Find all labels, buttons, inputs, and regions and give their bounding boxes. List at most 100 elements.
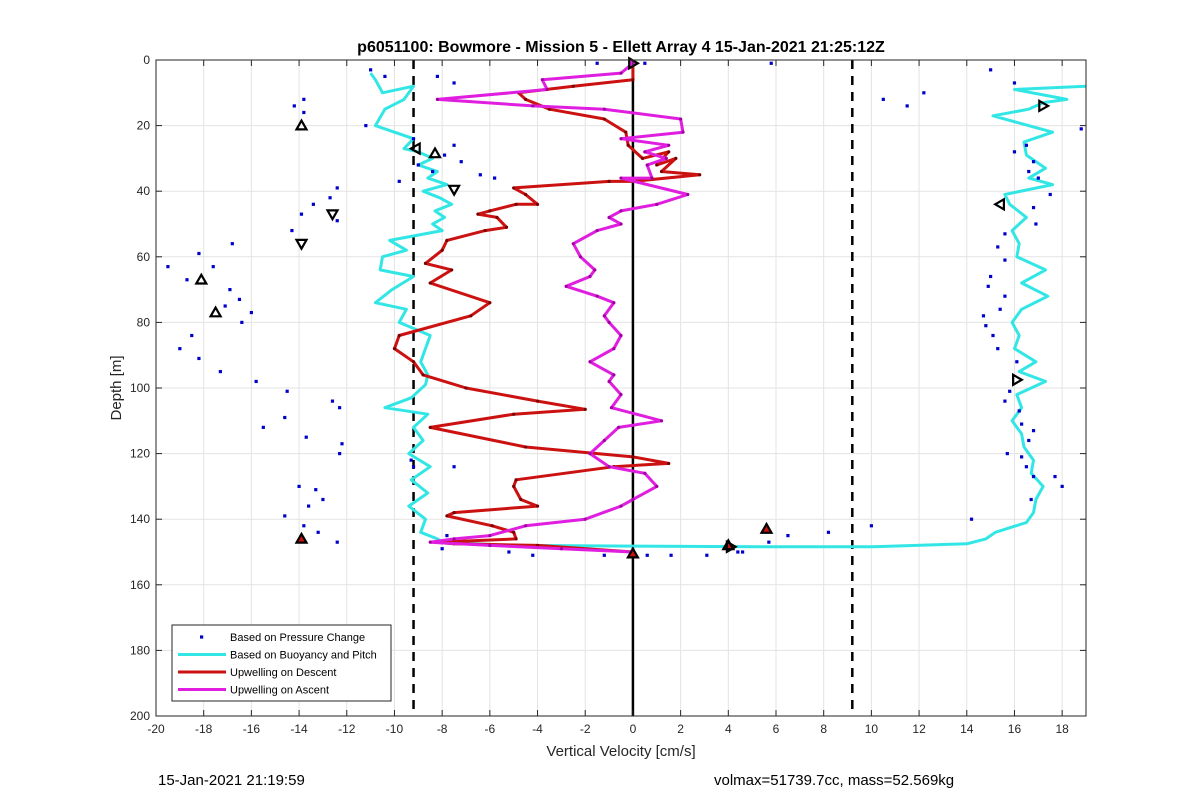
line-vertex [571,242,575,246]
line-vertex [607,465,611,469]
triangle-marker [1012,372,1025,387]
pressure-point [218,370,222,374]
line-vertex [531,104,535,108]
y-tick-label: 40 [137,184,151,198]
pressure-point [478,173,482,177]
pressure-point [383,74,387,78]
pressure-point [998,307,1002,311]
pressure-point [409,458,413,462]
pressure-point [228,288,232,292]
pressure-point [996,347,1000,351]
y-tick-label: 120 [130,447,150,461]
line-vertex [535,202,540,206]
pressure-point [452,465,456,469]
depth-velocity-chart: -20 -18 -16 -14 -12 -10 -8 -6 -4 -2 0 2 4 6 8 10 12 14 16 1… [108,39,1087,760]
pressure-point [1060,484,1064,488]
pressure-point [254,379,258,384]
pressure-point [1027,169,1031,174]
pressure-point [531,553,535,557]
pressure-point [1053,474,1057,479]
pressure-point [316,530,320,534]
pressure-point [445,534,449,538]
line-vertex [445,514,449,518]
x-tick-label: 2 [677,722,684,736]
pressure-point [1003,399,1007,403]
legend-label: Based on Pressure Change [230,632,365,644]
line-vertex [655,484,659,488]
line-vertex [540,78,544,82]
pressure-point [261,425,265,429]
x-tick-label: 14 [960,722,974,736]
line-vertex [602,314,606,318]
pressure-point [304,435,308,439]
pressure-point [321,497,325,502]
line-vertex [512,530,516,534]
x-tick-label: 18 [1055,722,1069,736]
line-vertex [524,445,528,449]
pressure-point [826,530,831,534]
pressure-point [190,333,194,338]
triangle-marker [725,539,738,554]
chart-title: p6051100: Bowmore - Mission 5 - Ellett A… [357,39,885,56]
buoyancy-pitch-line [369,72,1087,549]
pressure-point [283,514,287,518]
line-vertex [423,261,428,265]
pressure-point [1024,465,1028,469]
pressure-point [292,104,296,108]
line-vertex [535,504,540,508]
pressure-point [459,160,463,164]
pressure-point [335,186,339,190]
pressure-point [736,550,740,554]
pressure-point [1079,127,1083,131]
pressure-point [297,484,301,488]
pressure-point [767,540,771,544]
pressure-point [1048,192,1052,197]
pressure-point [1029,497,1033,502]
line-vertex [490,524,494,528]
pressure-point [981,314,986,318]
x-tick-label: 10 [865,722,879,736]
pressure-point [335,540,339,544]
line-vertex [428,540,432,544]
legend-swatch-dot [200,635,204,639]
pressure-point [989,274,993,279]
line-vertex [452,511,456,515]
x-tick-label: 8 [820,722,827,736]
pressure-point [442,153,447,157]
pressure-point [905,104,909,108]
line-vertex [655,202,659,206]
line-vertex [476,212,480,216]
pressure-point [307,504,311,508]
pressure-point [302,524,306,528]
line-vertex [607,379,611,384]
line-vertex [524,97,528,101]
line-vertex [607,215,611,220]
pressure-point [452,143,456,147]
x-tick-label: 12 [912,722,926,736]
pressure-point [338,452,342,456]
triangle-marker [1038,99,1051,113]
pressure-point [435,74,439,78]
pressure-point [602,553,606,557]
line-vertex [392,347,397,351]
pressure-point [364,124,368,128]
x-tick-label: -10 [386,722,404,736]
x-axis-label: Vertical Velocity [cm/s] [546,743,695,760]
y-tick-label: 180 [130,643,150,657]
pressure-point [1015,360,1019,364]
pressure-point [1031,474,1036,479]
pressure-point [223,304,227,308]
pressure-point [328,196,332,200]
pressure-point [1024,143,1028,147]
pressure-point [240,320,244,324]
pressure-point [369,68,373,72]
pressure-point [1012,81,1017,85]
line-vertex [607,320,611,324]
pressure-point [1020,455,1024,459]
line-vertex [631,455,635,459]
pressure-point [452,81,456,85]
line-vertex [631,497,635,502]
x-tick-label: -8 [437,722,448,736]
x-tick-label: -16 [243,722,261,736]
line-vertex [631,78,635,82]
